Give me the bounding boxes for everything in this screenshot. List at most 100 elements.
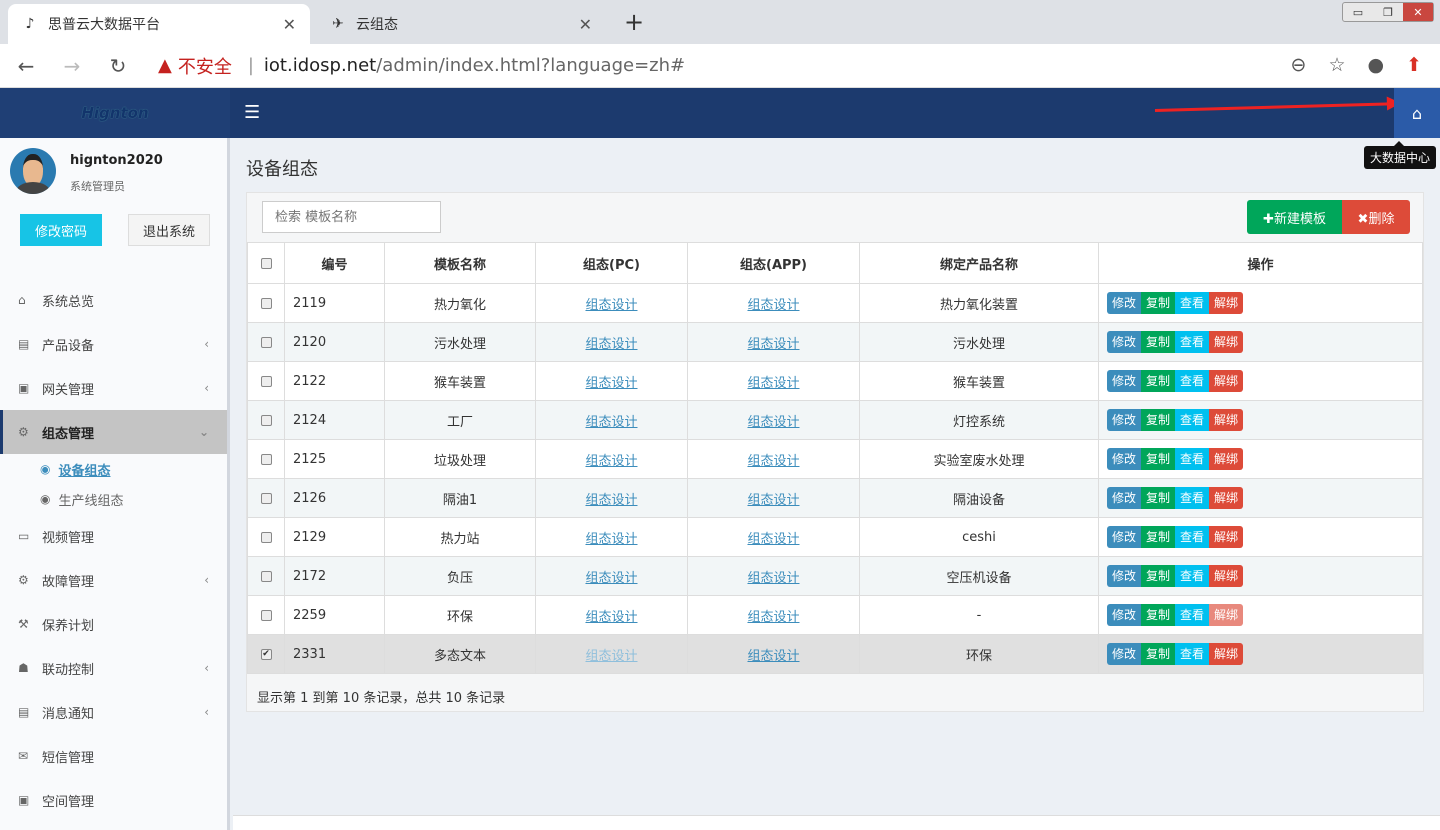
security-label[interactable]: 不安全	[177, 56, 232, 78]
unbind-button[interactable]: 解绑	[1209, 292, 1244, 314]
pc-design-link[interactable]: 组态设计	[585, 609, 638, 625]
edit-button[interactable]: 修改	[1107, 409, 1142, 431]
unbind-button[interactable]: 解绑	[1209, 409, 1244, 431]
app-design-link[interactable]: 组态设计	[747, 609, 800, 625]
unbind-button[interactable]: 解绑	[1209, 487, 1244, 509]
app-design-link[interactable]: 组态设计	[747, 375, 800, 391]
profile-icon[interactable]: ●	[1367, 54, 1385, 76]
view-button[interactable]: 查看	[1175, 565, 1210, 587]
pc-design-link[interactable]: 组态设计	[585, 336, 638, 352]
sidebar-item[interactable]: ▣ 网关管理 ‹	[0, 366, 227, 410]
restore-icon[interactable]: ❐	[1383, 5, 1393, 19]
sidebar-item[interactable]: ☗ 联动控制 ‹	[0, 646, 227, 690]
copy-button[interactable]: 复制	[1141, 487, 1176, 509]
edit-button[interactable]: 修改	[1107, 604, 1142, 626]
unbind-button[interactable]: 解绑	[1209, 448, 1244, 470]
row-checkbox[interactable]	[247, 478, 285, 518]
copy-button[interactable]: 复制	[1141, 409, 1176, 431]
app-design-link[interactable]: 组态设计	[747, 648, 800, 664]
sidebar-item[interactable]: ⚙ 组态管理 ⌄	[0, 410, 227, 454]
reload-icon[interactable]: ↻	[109, 53, 127, 78]
pc-design-link[interactable]: 组态设计	[585, 570, 638, 586]
view-button[interactable]: 查看	[1175, 643, 1210, 665]
star-icon[interactable]: ☆	[1328, 54, 1346, 76]
row-checkbox[interactable]	[247, 283, 285, 323]
edit-button[interactable]: 修改	[1107, 331, 1142, 353]
row-checkbox[interactable]	[247, 400, 285, 440]
pc-design-link[interactable]: 组态设计	[585, 531, 638, 547]
edit-button[interactable]: 修改	[1107, 292, 1142, 314]
sidebar-item[interactable]: ▤ 消息通知 ‹	[0, 690, 227, 734]
sidebar-subitem[interactable]: ◉ 设备组态	[0, 454, 227, 484]
view-button[interactable]: 查看	[1175, 448, 1210, 470]
app-design-link[interactable]: 组态设计	[747, 414, 800, 430]
row-checkbox[interactable]	[247, 361, 285, 401]
app-design-link[interactable]: 组态设计	[747, 453, 800, 469]
edit-button[interactable]: 修改	[1107, 487, 1142, 509]
copy-button[interactable]: 复制	[1141, 370, 1176, 392]
search-input[interactable]	[262, 201, 441, 233]
select-all-checkbox[interactable]	[247, 242, 285, 284]
app-design-link[interactable]: 组态设计	[747, 492, 800, 508]
app-design-link[interactable]: 组态设计	[747, 531, 800, 547]
sidebar-item[interactable]: ⚒ 保养计划	[0, 602, 227, 646]
row-checkbox[interactable]: ✔	[247, 634, 285, 674]
pc-design-link[interactable]: 组态设计	[585, 453, 638, 469]
forward-icon[interactable]: →	[63, 53, 81, 78]
zoom-out-icon[interactable]: ⊖	[1290, 54, 1307, 76]
sidebar-item[interactable]: ⌂ 系统总览	[0, 278, 227, 322]
col-header-app[interactable]: 组态(APP)	[687, 242, 860, 284]
sidebar-item[interactable]: ▤ 产品设备 ‹	[0, 322, 227, 366]
edit-button[interactable]: 修改	[1107, 643, 1142, 665]
browser-tab[interactable]: ✈ 云组态 ✕	[316, 4, 606, 44]
sidebar-item[interactable]: ▭ 视频管理	[0, 514, 227, 558]
unbind-button[interactable]: 解绑	[1209, 565, 1244, 587]
view-button[interactable]: 查看	[1175, 604, 1210, 626]
delete-button[interactable]: ✖删除	[1342, 200, 1410, 234]
view-button[interactable]: 查看	[1175, 487, 1210, 509]
row-checkbox[interactable]	[247, 595, 285, 635]
close-tab-icon[interactable]: ✕	[282, 14, 296, 34]
copy-button[interactable]: 复制	[1141, 643, 1176, 665]
view-button[interactable]: 查看	[1175, 370, 1210, 392]
edit-button[interactable]: 修改	[1107, 370, 1142, 392]
sidebar-item[interactable]: ▣ 空间管理	[0, 778, 227, 822]
row-checkbox[interactable]	[247, 556, 285, 596]
app-design-link[interactable]: 组态设计	[747, 336, 800, 352]
col-header-name[interactable]: 模板名称	[384, 242, 536, 284]
row-checkbox[interactable]	[247, 517, 285, 557]
logout-button[interactable]: 退出系统	[128, 214, 210, 246]
copy-button[interactable]: 复制	[1141, 565, 1176, 587]
change-password-button[interactable]: 修改密码	[20, 214, 102, 246]
edit-button[interactable]: 修改	[1107, 526, 1142, 548]
url-field[interactable]: ▲ 不安全 | iot.idosp.net/admin/index.html?l…	[158, 53, 685, 79]
unbind-button[interactable]: 解绑	[1209, 643, 1244, 665]
copy-button[interactable]: 复制	[1141, 604, 1176, 626]
sidebar-item[interactable]: ⚙ 故障管理 ‹	[0, 558, 227, 602]
close-tab-icon[interactable]: ✕	[578, 14, 592, 34]
pc-design-link[interactable]: 组态设计	[585, 648, 638, 664]
minimize-icon[interactable]: ▭	[1352, 5, 1364, 19]
new-tab-icon[interactable]: +	[624, 8, 645, 36]
pc-design-link[interactable]: 组态设计	[585, 297, 638, 313]
pc-design-link[interactable]: 组态设计	[585, 375, 638, 391]
col-header-pc[interactable]: 组态(PC)	[535, 242, 688, 284]
row-checkbox[interactable]	[247, 439, 285, 479]
update-icon[interactable]: ⬆	[1406, 54, 1422, 76]
copy-button[interactable]: 复制	[1141, 448, 1176, 470]
pc-design-link[interactable]: 组态设计	[585, 414, 638, 430]
unbind-button[interactable]: 解绑	[1209, 370, 1244, 392]
app-design-link[interactable]: 组态设计	[747, 297, 800, 313]
menu-toggle-icon[interactable]: ☰	[244, 102, 261, 123]
sidebar-subitem[interactable]: ◉ 生产线组态	[0, 484, 227, 514]
pc-design-link[interactable]: 组态设计	[585, 492, 638, 508]
unbind-button[interactable]: 解绑	[1209, 604, 1244, 626]
row-checkbox[interactable]	[247, 322, 285, 362]
unbind-button[interactable]: 解绑	[1209, 331, 1244, 353]
view-button[interactable]: 查看	[1175, 409, 1210, 431]
unbind-button[interactable]: 解绑	[1209, 526, 1244, 548]
col-header-product[interactable]: 绑定产品名称	[859, 242, 1099, 284]
copy-button[interactable]: 复制	[1141, 331, 1176, 353]
view-button[interactable]: 查看	[1175, 526, 1210, 548]
edit-button[interactable]: 修改	[1107, 565, 1142, 587]
